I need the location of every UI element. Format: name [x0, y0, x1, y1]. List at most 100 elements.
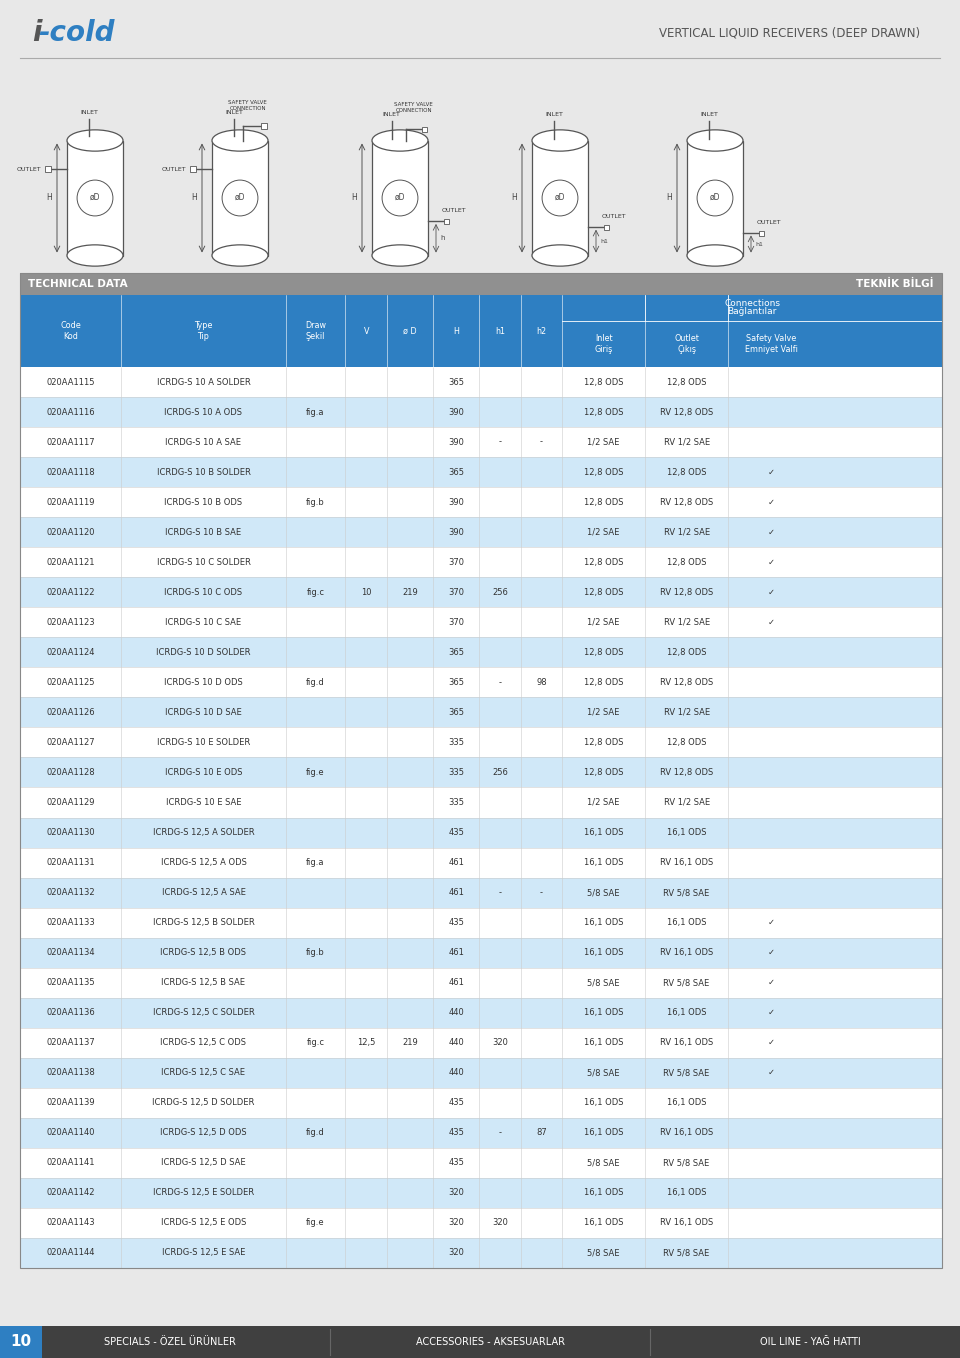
Text: 320: 320 — [448, 1188, 464, 1198]
Text: ACCESSORIES - AKSESUARLAR: ACCESSORIES - AKSESUARLAR — [416, 1338, 564, 1347]
Text: 335: 335 — [448, 737, 464, 747]
Text: h1: h1 — [495, 326, 505, 335]
Text: 12,8 ODS: 12,8 ODS — [584, 558, 623, 566]
Text: ✓: ✓ — [767, 918, 775, 928]
Text: ICRDG-S 12,5 A SAE: ICRDG-S 12,5 A SAE — [161, 888, 246, 898]
Ellipse shape — [212, 244, 268, 266]
Text: H: H — [46, 193, 52, 202]
Text: 10: 10 — [11, 1335, 32, 1350]
Text: RV 16,1 ODS: RV 16,1 ODS — [660, 1039, 713, 1047]
Bar — [20, 458, 942, 488]
Text: fig. b: fig. b — [226, 284, 254, 293]
Bar — [20, 367, 942, 397]
Text: ICRDG-S 12,5 C ODS: ICRDG-S 12,5 C ODS — [160, 1039, 247, 1047]
Text: 335: 335 — [448, 769, 464, 777]
Bar — [190, 166, 196, 172]
Text: 020AA1116: 020AA1116 — [46, 407, 95, 417]
Text: 12,8 ODS: 12,8 ODS — [584, 467, 623, 477]
Text: 365: 365 — [448, 467, 464, 477]
Text: RV 5/8 SAE: RV 5/8 SAE — [663, 1248, 709, 1258]
Text: 370: 370 — [448, 588, 464, 596]
Text: ICRDG-S 12,5 A ODS: ICRDG-S 12,5 A ODS — [160, 858, 247, 866]
Text: ✓: ✓ — [767, 558, 775, 566]
Text: 435: 435 — [448, 1099, 464, 1107]
Text: 020AA1126: 020AA1126 — [46, 708, 95, 717]
Text: 5/8 SAE: 5/8 SAE — [588, 1069, 620, 1077]
Text: 440: 440 — [448, 1008, 464, 1017]
Text: ICRDG-S 10 E SAE: ICRDG-S 10 E SAE — [166, 799, 241, 807]
Text: RV 1/2 SAE: RV 1/2 SAE — [663, 437, 709, 447]
Bar — [20, 907, 942, 937]
Text: RV 12,8 ODS: RV 12,8 ODS — [660, 588, 713, 596]
Bar — [20, 637, 942, 667]
Ellipse shape — [532, 130, 588, 151]
Text: 98: 98 — [536, 678, 546, 687]
Ellipse shape — [687, 244, 743, 266]
Text: 5/8 SAE: 5/8 SAE — [588, 888, 620, 898]
Bar — [20, 1028, 942, 1058]
Text: H: H — [191, 193, 197, 202]
Bar — [20, 728, 942, 758]
Bar — [212, 140, 268, 255]
Ellipse shape — [372, 130, 428, 151]
Text: -cold: -cold — [38, 19, 114, 48]
Bar — [20, 1177, 942, 1207]
Bar — [20, 788, 942, 818]
Text: OIL LINE - YAĞ HATTI: OIL LINE - YAĞ HATTI — [759, 1338, 860, 1347]
Text: SAFETY VALVE
CONNECTION: SAFETY VALVE CONNECTION — [395, 102, 433, 113]
Text: 365: 365 — [448, 378, 464, 387]
Bar — [20, 1118, 942, 1148]
Bar — [20, 818, 942, 847]
Text: 020AA1123: 020AA1123 — [46, 618, 95, 627]
Text: 020AA1139: 020AA1139 — [46, 1099, 95, 1107]
Text: ø D: ø D — [403, 326, 417, 335]
Text: 16,1 ODS: 16,1 ODS — [584, 918, 623, 928]
Text: ICRDG-S 10 C SAE: ICRDG-S 10 C SAE — [165, 618, 242, 627]
Text: ✓: ✓ — [767, 1039, 775, 1047]
Text: 370: 370 — [448, 558, 464, 566]
Bar — [20, 998, 942, 1028]
Text: 12,8 ODS: 12,8 ODS — [667, 378, 707, 387]
Text: OUTLET: OUTLET — [756, 220, 781, 224]
Text: fig.b: fig.b — [306, 497, 324, 507]
Bar — [20, 273, 942, 1268]
Text: 256: 256 — [492, 769, 508, 777]
Text: 461: 461 — [448, 888, 464, 898]
Text: 020AA1134: 020AA1134 — [46, 948, 95, 957]
Text: 020AA1115: 020AA1115 — [46, 378, 95, 387]
Ellipse shape — [67, 244, 123, 266]
Text: 020AA1117: 020AA1117 — [46, 437, 95, 447]
Text: OUTLET: OUTLET — [442, 208, 467, 213]
Text: 12,8 ODS: 12,8 ODS — [667, 467, 707, 477]
Text: RV 5/8 SAE: RV 5/8 SAE — [663, 888, 709, 898]
Bar — [67, 140, 123, 255]
Text: OUTLET: OUTLET — [16, 167, 41, 171]
Text: ICRDG-S 12,5 D SOLDER: ICRDG-S 12,5 D SOLDER — [153, 1099, 254, 1107]
Text: 320: 320 — [448, 1218, 464, 1228]
Text: 10: 10 — [361, 588, 372, 596]
Text: 435: 435 — [448, 918, 464, 928]
Text: ICRDG-S 10 B SAE: ICRDG-S 10 B SAE — [165, 528, 242, 536]
Text: 461: 461 — [448, 948, 464, 957]
Text: 12,5: 12,5 — [357, 1039, 375, 1047]
Text: RV 1/2 SAE: RV 1/2 SAE — [663, 708, 709, 717]
Text: 020AA1121: 020AA1121 — [46, 558, 95, 566]
Text: 12,8 ODS: 12,8 ODS — [584, 378, 623, 387]
Text: ICRDG-S 12,5 B SAE: ICRDG-S 12,5 B SAE — [161, 978, 246, 987]
Text: RV 12,8 ODS: RV 12,8 ODS — [660, 497, 713, 507]
Text: 1/2 SAE: 1/2 SAE — [588, 708, 620, 717]
Bar — [20, 1207, 942, 1238]
Text: ICRDG-S 12,5 D SAE: ICRDG-S 12,5 D SAE — [161, 1158, 246, 1168]
Text: ICRDG-S 10 E SOLDER: ICRDG-S 10 E SOLDER — [156, 737, 251, 747]
Text: fig. c: fig. c — [386, 284, 414, 293]
Text: fig.a: fig.a — [306, 858, 324, 866]
Bar — [261, 122, 267, 129]
Text: 020AA1141: 020AA1141 — [46, 1158, 95, 1168]
Bar — [604, 225, 609, 230]
Text: 1/2 SAE: 1/2 SAE — [588, 528, 620, 536]
Text: 16,1 ODS: 16,1 ODS — [667, 918, 707, 928]
Text: 020AA1135: 020AA1135 — [46, 978, 95, 987]
Text: 020AA1144: 020AA1144 — [46, 1248, 95, 1258]
Text: RV 16,1 ODS: RV 16,1 ODS — [660, 948, 713, 957]
Text: 020AA1132: 020AA1132 — [46, 888, 95, 898]
